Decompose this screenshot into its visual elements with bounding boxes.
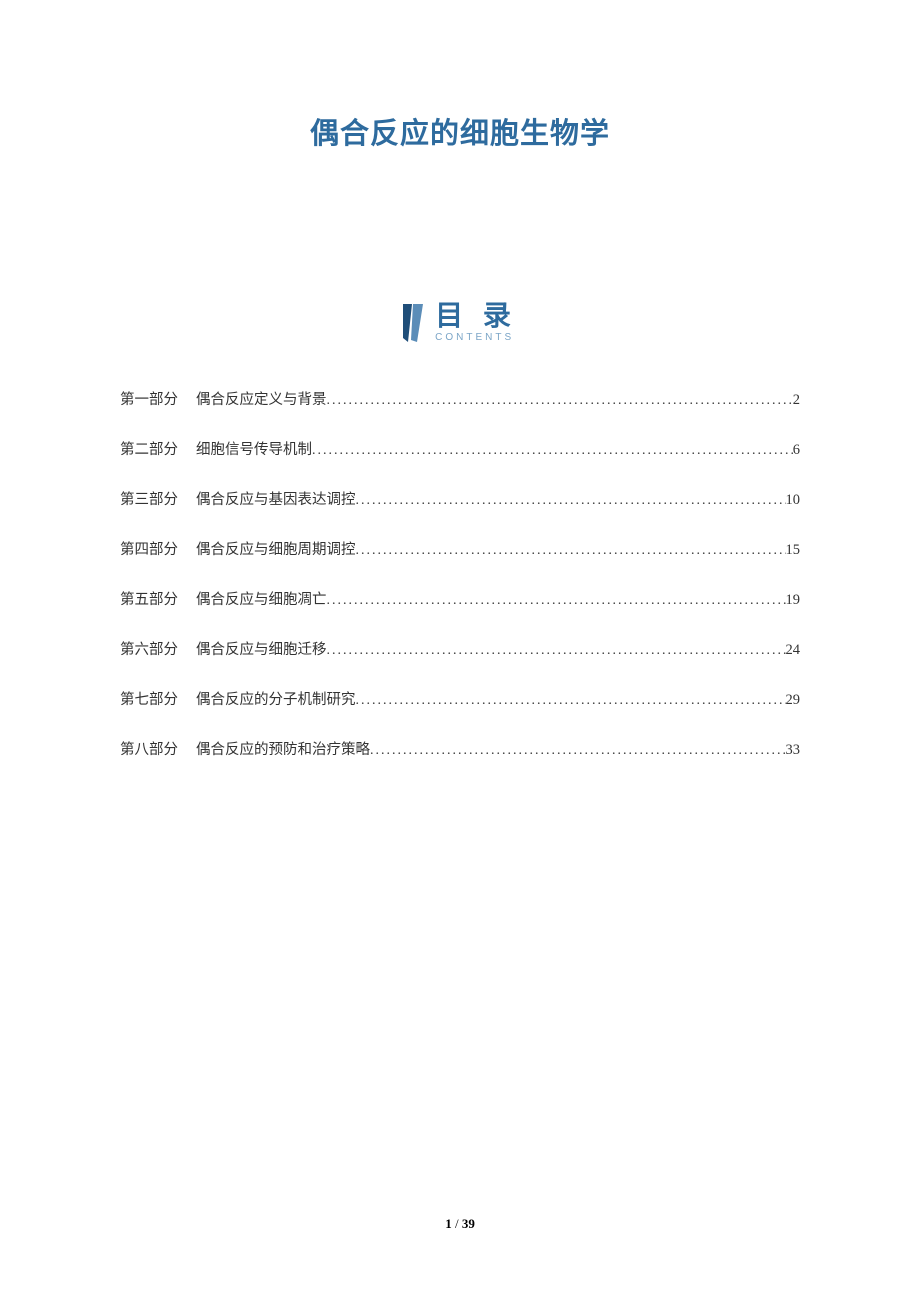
toc-item-title: 偶合反应的预防和治疗策略 [196, 738, 370, 759]
toc-page-number: 19 [786, 592, 801, 609]
toc-part-label: 第一部分 [120, 388, 178, 409]
toc-entry[interactable]: 第六部分偶合反应与细胞迁移...........................… [120, 638, 800, 659]
page-footer: 1 / 39 [0, 1216, 920, 1232]
toc-icon [403, 304, 425, 342]
toc-dots: ........................................… [327, 393, 793, 409]
toc-item-title: 偶合反应与基因表达调控 [196, 488, 356, 509]
document-page: 偶合反应的细胞生物学 目 录 CONTENTS 第一部分偶合反应定义与背景...… [0, 0, 920, 759]
toc-dots: ........................................… [356, 543, 786, 559]
toc-item-title: 偶合反应与细胞周期调控 [196, 538, 356, 559]
page-title: 偶合反应的细胞生物学 [120, 110, 800, 152]
toc-subtitle: CONTENTS [435, 332, 514, 343]
toc-page-number: 33 [786, 742, 801, 759]
toc-item-title: 偶合反应与细胞迁移 [196, 638, 327, 659]
toc-part-label: 第八部分 [120, 738, 178, 759]
toc-entry[interactable]: 第二部分细胞信号传导机制............................… [120, 438, 800, 459]
toc-part-label: 第三部分 [120, 488, 178, 509]
footer-total: 39 [462, 1216, 475, 1231]
toc-page-number: 6 [793, 442, 800, 459]
toc-title-wrap: 目 录 CONTENTS [435, 302, 517, 343]
toc-page-number: 15 [786, 542, 801, 559]
toc-item-title: 偶合反应与细胞凋亡 [196, 588, 327, 609]
toc-list: 第一部分偶合反应定义与背景...........................… [120, 388, 800, 759]
toc-entry[interactable]: 第四部分偶合反应与细胞周期调控.........................… [120, 538, 800, 559]
toc-page-number: 2 [793, 392, 800, 409]
toc-item-title: 细胞信号传导机制 [196, 438, 312, 459]
toc-dots: ........................................… [370, 743, 786, 759]
toc-entry[interactable]: 第五部分偶合反应与细胞凋亡...........................… [120, 588, 800, 609]
toc-entry[interactable]: 第一部分偶合反应定义与背景...........................… [120, 388, 800, 409]
toc-page-number: 10 [786, 492, 801, 509]
toc-part-label: 第五部分 [120, 588, 178, 609]
footer-sep: / [452, 1216, 462, 1231]
toc-title: 目 录 [435, 302, 517, 330]
toc-dots: ........................................… [327, 643, 786, 659]
toc-dots: ........................................… [356, 493, 786, 509]
toc-page-number: 24 [786, 642, 801, 659]
toc-header: 目 录 CONTENTS [120, 302, 800, 343]
toc-part-label: 第七部分 [120, 688, 178, 709]
toc-item-title: 偶合反应的分子机制研究 [196, 688, 356, 709]
toc-part-label: 第四部分 [120, 538, 178, 559]
toc-entry[interactable]: 第八部分偶合反应的预防和治疗策略........................… [120, 738, 800, 759]
toc-part-label: 第二部分 [120, 438, 178, 459]
toc-part-label: 第六部分 [120, 638, 178, 659]
toc-dots: ........................................… [327, 593, 786, 609]
toc-item-title: 偶合反应定义与背景 [196, 388, 327, 409]
toc-page-number: 29 [786, 692, 801, 709]
toc-entry[interactable]: 第七部分偶合反应的分子机制研究.........................… [120, 688, 800, 709]
toc-dots: ........................................… [312, 443, 793, 459]
toc-entry[interactable]: 第三部分偶合反应与基因表达调控.........................… [120, 488, 800, 509]
toc-dots: ........................................… [356, 693, 786, 709]
